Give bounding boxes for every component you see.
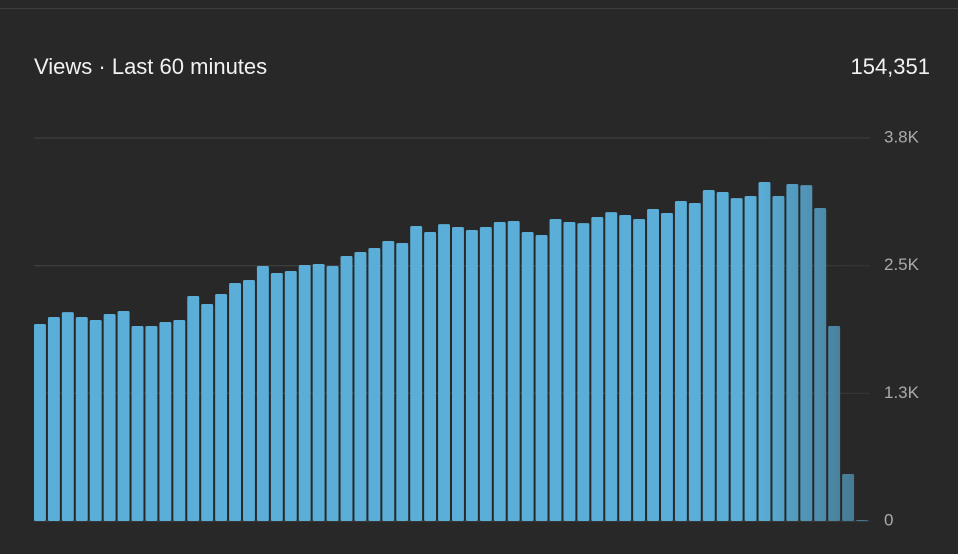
- bar: [229, 283, 241, 521]
- bar: [591, 217, 604, 521]
- total-views: 154,351: [850, 54, 930, 79]
- bar: [619, 215, 632, 521]
- bar: [215, 294, 228, 521]
- bar: [647, 209, 659, 521]
- recent-fade: [758, 138, 870, 521]
- bar: [688, 203, 701, 521]
- bar: [563, 222, 576, 522]
- bar: [368, 248, 381, 521]
- bar: [243, 280, 255, 521]
- y-tick-label: 1.3K: [884, 383, 920, 402]
- chart-title: Views · Last 60 minutes: [34, 54, 267, 79]
- bar: [577, 223, 590, 521]
- bar: [674, 200, 687, 522]
- bar: [145, 325, 158, 521]
- bar: [312, 263, 325, 521]
- bar: [716, 192, 729, 521]
- bar: [298, 264, 311, 521]
- bar: [270, 273, 283, 521]
- bar: [326, 266, 339, 521]
- bar: [187, 296, 200, 521]
- bar: [396, 243, 409, 521]
- bar: [201, 304, 214, 521]
- bar: [284, 271, 297, 521]
- bar: [89, 320, 102, 521]
- y-tick-label: 3.8K: [884, 127, 920, 146]
- bar: [256, 266, 269, 521]
- y-tick-label: 2.5K: [884, 255, 920, 274]
- bar: [340, 256, 353, 521]
- bar: [103, 313, 116, 521]
- bar: [410, 225, 423, 522]
- bar: [382, 241, 395, 521]
- bar: [75, 317, 88, 521]
- bar: [354, 251, 367, 521]
- bar: [173, 320, 186, 521]
- bar: [117, 311, 130, 521]
- bar: [159, 322, 172, 521]
- bar: [549, 219, 562, 522]
- bar: [479, 226, 492, 521]
- bar: [730, 198, 743, 521]
- bar: [605, 212, 618, 521]
- bar: [34, 324, 46, 521]
- bar: [493, 222, 506, 522]
- bar: [424, 232, 437, 522]
- bar: [535, 235, 548, 522]
- bar: [744, 196, 757, 521]
- bar: [633, 219, 646, 522]
- bar: [507, 221, 520, 521]
- bar: [521, 232, 534, 522]
- bar: [465, 230, 478, 521]
- bar: [61, 312, 74, 521]
- bar: [47, 317, 60, 521]
- bar: [438, 224, 450, 521]
- bar: [131, 325, 144, 521]
- y-tick-label: 0: [884, 510, 893, 529]
- bar: [661, 212, 673, 521]
- bar: [702, 190, 715, 521]
- bar: [452, 226, 464, 521]
